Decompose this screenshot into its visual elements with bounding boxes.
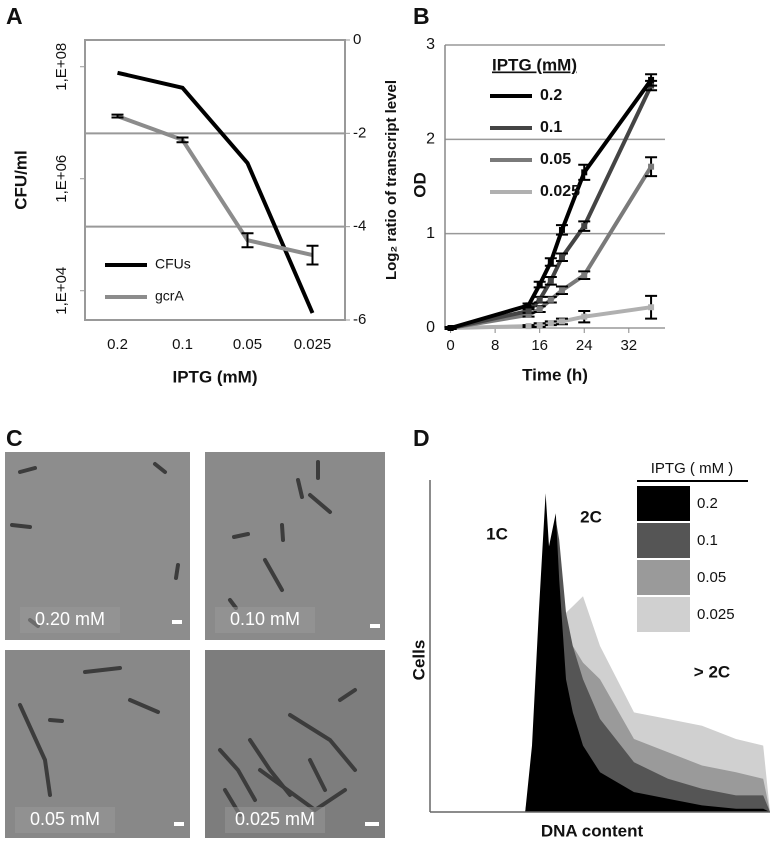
panel-label: B bbox=[413, 3, 430, 29]
x-tick-label: 0.025 bbox=[294, 336, 332, 353]
y-tick-label: 1,E+08 bbox=[53, 43, 70, 91]
plot-frame bbox=[84, 39, 346, 321]
marker bbox=[525, 323, 532, 330]
marker bbox=[536, 296, 543, 303]
marker bbox=[525, 311, 532, 318]
marker bbox=[547, 277, 554, 284]
marker bbox=[558, 287, 565, 294]
panel-label: D bbox=[413, 425, 430, 451]
area bbox=[430, 519, 770, 812]
marker bbox=[525, 308, 532, 315]
x-axis-label: DNA content bbox=[541, 821, 644, 840]
marker bbox=[547, 296, 554, 303]
error-bar bbox=[306, 244, 319, 266]
legend-label: 0.025 bbox=[540, 183, 580, 200]
marker bbox=[648, 76, 655, 83]
micrograph-label: 0.10 mM bbox=[230, 609, 300, 629]
legend-label: 0.2 bbox=[697, 495, 718, 512]
y-tick-label: 1 bbox=[426, 225, 435, 242]
x-tick-label: 8 bbox=[491, 337, 499, 354]
legend-swatch bbox=[637, 523, 690, 558]
marker bbox=[558, 318, 565, 325]
legend-swatch bbox=[637, 560, 690, 595]
legend-label: 0.1 bbox=[540, 119, 562, 136]
marker bbox=[558, 226, 565, 233]
area bbox=[430, 612, 770, 812]
label-bg bbox=[225, 807, 325, 833]
x-axis-label: Time (h) bbox=[522, 365, 588, 384]
y2-tick-label: 0 bbox=[353, 31, 361, 48]
annotation: 1C bbox=[486, 524, 508, 543]
error-bar bbox=[176, 136, 189, 144]
marker bbox=[536, 306, 543, 313]
legend-title: IPTG (mM) bbox=[492, 55, 577, 74]
annotation: 2C bbox=[580, 507, 602, 526]
marker bbox=[547, 320, 554, 327]
legend-swatch bbox=[637, 486, 690, 521]
y2-axis-label: Log₂ ratio of transcript level bbox=[383, 80, 400, 280]
x-tick-label: 0.2 bbox=[107, 336, 128, 353]
scale-bars bbox=[172, 620, 380, 826]
label-bg bbox=[15, 807, 115, 833]
x-tick-label: 24 bbox=[576, 337, 593, 354]
legend-title: IPTG ( mM ) bbox=[651, 460, 734, 477]
panel-label: A bbox=[6, 3, 23, 29]
marker bbox=[558, 254, 565, 261]
marker bbox=[536, 322, 543, 329]
micrograph-label: 0.05 mM bbox=[30, 809, 100, 829]
legend-label: 0.2 bbox=[540, 87, 562, 104]
y-tick-label: 2 bbox=[426, 131, 435, 148]
y-axis-label: CFU/ml bbox=[11, 150, 30, 210]
marker bbox=[581, 169, 588, 176]
y-axis-label: OD bbox=[410, 172, 429, 198]
y-tick-label: 1,E+04 bbox=[53, 267, 70, 315]
y2-tick-label: -4 bbox=[353, 218, 366, 235]
label-bg bbox=[20, 607, 120, 633]
y-axis-label: Cells bbox=[409, 640, 428, 681]
marker bbox=[536, 281, 543, 288]
legend-label: CFUs bbox=[155, 256, 191, 272]
x-tick-label: 0.05 bbox=[233, 336, 262, 353]
micrograph-images bbox=[5, 452, 385, 838]
legend-label: 0.1 bbox=[697, 532, 718, 549]
micrograph-label: 0.025 mM bbox=[235, 809, 315, 829]
legend-label: 0.05 bbox=[697, 569, 726, 586]
line bbox=[117, 70, 315, 314]
y2-tick-label: -6 bbox=[353, 311, 366, 328]
line bbox=[450, 78, 653, 330]
marker bbox=[581, 223, 588, 230]
x-axis-label: IPTG (mM) bbox=[173, 367, 258, 386]
x-tick-label: 0.1 bbox=[172, 336, 193, 353]
marker bbox=[581, 272, 588, 279]
legend-label: 0.05 bbox=[540, 151, 571, 168]
legend-label: 0.025 bbox=[697, 606, 735, 623]
x-tick-label: 32 bbox=[620, 337, 637, 354]
legend-swatch bbox=[637, 597, 690, 632]
line bbox=[116, 114, 313, 258]
y-tick-label: 0 bbox=[426, 319, 435, 336]
panel-label: C bbox=[6, 425, 23, 451]
marker bbox=[581, 313, 588, 320]
y-tick-label: 3 bbox=[426, 36, 435, 53]
y2-tick-label: -2 bbox=[353, 124, 366, 141]
error-bar bbox=[241, 232, 254, 249]
marker bbox=[547, 258, 554, 265]
marker bbox=[648, 163, 655, 170]
marker bbox=[525, 302, 532, 309]
marker bbox=[648, 304, 655, 311]
label-bg bbox=[215, 607, 315, 633]
x-tick-label: 0 bbox=[446, 337, 454, 354]
y-tick-label: 1,E+06 bbox=[53, 155, 70, 203]
x-tick-label: 16 bbox=[531, 337, 548, 354]
micrograph-label: 0.20 mM bbox=[35, 609, 105, 629]
legend-label: gcrA bbox=[155, 288, 184, 304]
marker bbox=[447, 325, 454, 331]
error-bar bbox=[111, 113, 124, 119]
annotation: > 2C bbox=[694, 662, 730, 681]
